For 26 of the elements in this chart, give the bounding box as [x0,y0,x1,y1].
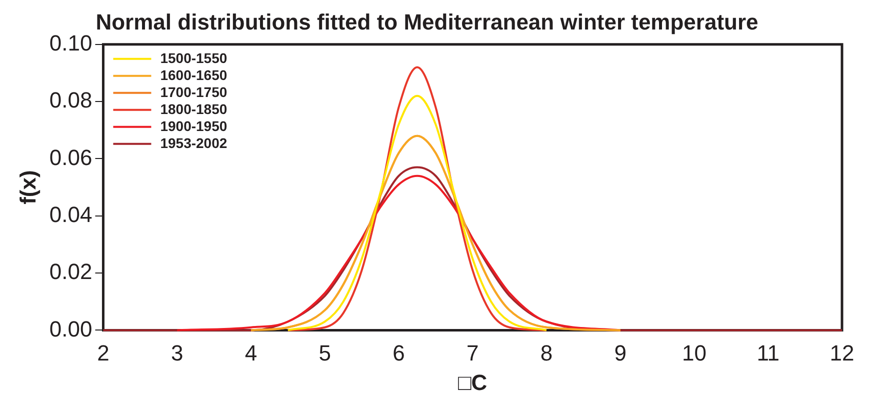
legend-label: 1800-1850 [160,100,228,117]
x-tick-label: 11 [756,340,780,366]
legend-label: 1900-1950 [160,118,228,134]
x-tick-label: 7 [466,340,479,366]
x-tick-label: 3 [170,340,184,366]
x-tick-label: 2 [97,340,110,366]
y-axis-title: f(x) [15,170,40,204]
y-tick-label: 0.00 [49,316,92,342]
y-tick-label: 0.02 [49,259,92,284]
y-tick-label: 0.06 [49,144,92,170]
legend-label: 1700-1750 [160,84,228,100]
x-tick-label: 5 [318,340,331,366]
x-tick-label: 9 [614,340,626,366]
x-tick-label: 12 [830,340,854,366]
x-axis-title: □C [458,370,488,395]
legend-label: 1600-1650 [160,66,228,83]
y-tick-label: 0.04 [49,202,92,227]
x-tick-label: 4 [244,340,258,366]
chart-title: Normal distributions fitted to Mediterranean winter temperature [96,9,758,34]
y-tick-label: 0.08 [49,88,92,113]
legend-label: 1500-1550 [160,50,228,66]
x-tick-label: 8 [540,340,553,366]
x-tick-label: 10 [682,340,706,366]
legend-label: 1953-2002 [160,134,228,151]
x-tick-label: 6 [392,340,405,366]
y-tick-label: 0.10 [49,30,92,56]
